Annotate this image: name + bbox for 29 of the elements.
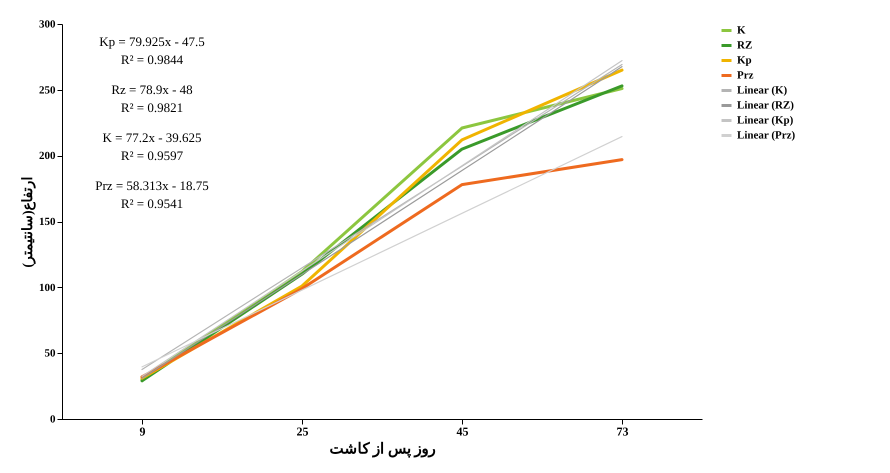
legend-label: Linear (Kp): [737, 114, 794, 126]
y-tick-label: 300: [39, 18, 56, 30]
y-tick-label: 50: [44, 348, 56, 360]
annotation: K = 77.2x - 39.625: [102, 130, 202, 145]
x-tick-label: 25: [296, 424, 308, 438]
x-tick-label: 45: [456, 424, 468, 438]
x-axis-title: روز پس از کاشت: [329, 442, 436, 458]
x-tick-label: 9: [140, 424, 146, 438]
x-tick-label: 73: [616, 424, 628, 438]
legend-label: Kp: [737, 54, 752, 66]
legend-label: RZ: [737, 40, 752, 52]
y-tick-label: 200: [39, 150, 56, 162]
annotation: Kp = 79.925x - 47.5: [99, 34, 205, 49]
annotation: Rz = 78.9x - 48: [111, 82, 193, 97]
legend-label: Linear (Prz): [737, 130, 796, 142]
legend-label: Prz: [737, 70, 754, 82]
annotation: R² = 0.9844: [120, 52, 184, 67]
y-tick-label: 150: [39, 216, 56, 228]
y-tick-label: 100: [39, 282, 56, 294]
annotation: R² = 0.9541: [120, 196, 184, 211]
annotation: R² = 0.9821: [120, 100, 184, 115]
y-axis-title: ارتفاع(سانتیمتر): [21, 176, 36, 268]
legend-label: Linear (K): [737, 84, 788, 96]
legend-label: Linear (RZ): [737, 100, 794, 112]
legend-label: K: [737, 24, 746, 36]
annotation: Prz = 58.313x - 18.75: [95, 178, 209, 193]
y-tick-label: 0: [50, 414, 56, 426]
y-tick-label: 250: [39, 84, 56, 96]
annotation: R² = 0.9597: [120, 148, 184, 163]
